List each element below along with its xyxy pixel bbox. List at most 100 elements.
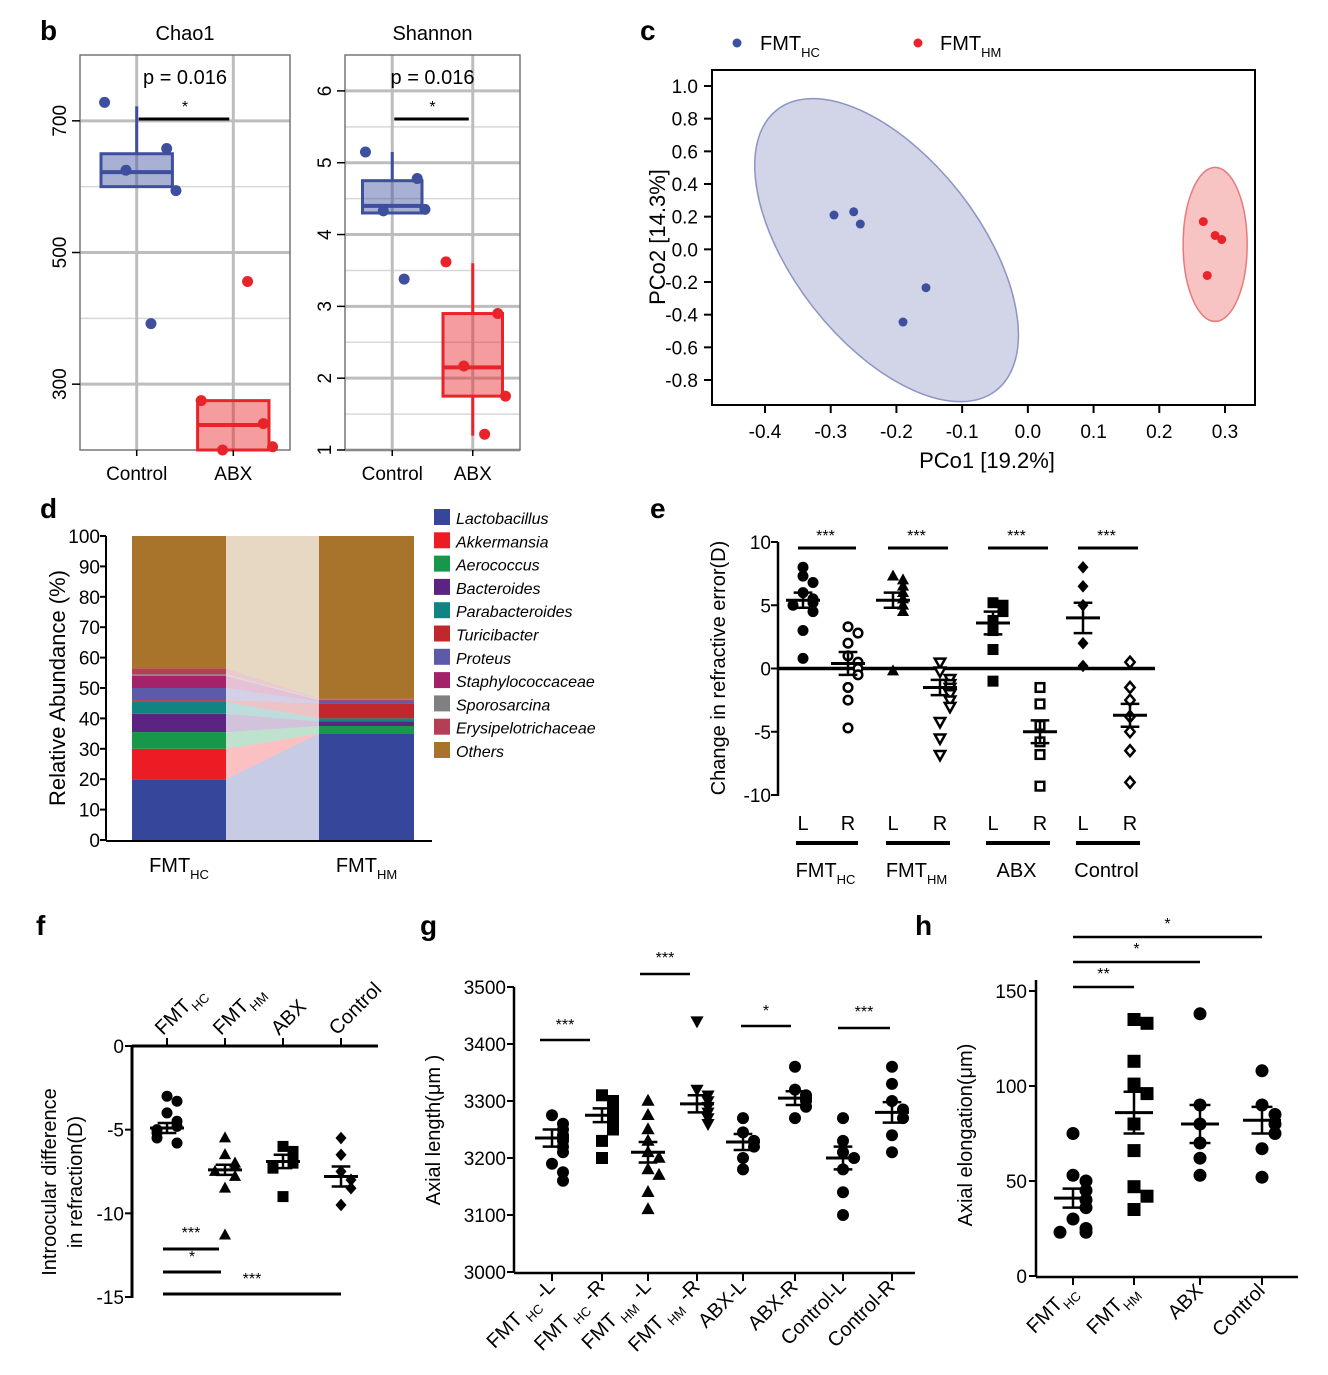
column-4 <box>680 1016 715 1131</box>
y-tick-label: -0.2 <box>665 273 698 294</box>
column-2 <box>208 1131 242 1240</box>
y-tick-label: 50 <box>79 679 100 700</box>
confidence-ellipse <box>1182 166 1248 323</box>
legend-swatch <box>434 532 450 549</box>
column-1 <box>786 561 820 664</box>
y-tick-label: 150 <box>995 982 1027 1003</box>
x-tick-label: ABX <box>454 464 492 485</box>
data-point <box>942 695 958 709</box>
data-point <box>170 185 182 197</box>
bar-segment <box>132 536 226 669</box>
stacked-bar-hm <box>319 536 414 840</box>
y-tick-label: 5 <box>760 596 771 617</box>
y-axis-label: Introocular difference <box>39 1088 61 1276</box>
y-tick-label: 3400 <box>464 1035 506 1056</box>
column-8 <box>1113 654 1147 790</box>
data-point <box>1079 1225 1093 1239</box>
y-tick-label: 10 <box>750 533 771 554</box>
data-point <box>440 256 452 268</box>
data-point <box>1077 560 1089 574</box>
x-axis-label: PCo1 [19.2%] <box>919 448 1055 473</box>
data-point <box>1123 774 1137 790</box>
data-point <box>842 681 854 694</box>
significance-label: *** <box>1007 528 1026 545</box>
data-point <box>1066 1168 1080 1182</box>
data-point <box>1255 1098 1269 1112</box>
data-point <box>987 644 999 656</box>
data-point <box>1123 654 1137 670</box>
data-point <box>151 1132 163 1144</box>
significance-label: * <box>182 99 188 116</box>
data-point <box>690 1016 704 1029</box>
panel-letter-g: g <box>420 910 437 941</box>
group-label: FMTHM <box>886 860 947 887</box>
column-1 <box>150 1090 184 1149</box>
legend-swatch <box>434 742 450 758</box>
data-point <box>987 675 999 687</box>
data-point <box>607 1123 619 1136</box>
data-point <box>997 606 1009 618</box>
data-point <box>99 96 111 108</box>
data-point <box>218 1228 232 1240</box>
data-point <box>335 1148 347 1162</box>
y-axis-label: in refraction(D) <box>65 1116 87 1248</box>
x-tick-label: R <box>841 813 855 835</box>
data-point <box>690 1084 704 1097</box>
x-tick-label: R <box>1123 813 1137 835</box>
data-point <box>641 1108 655 1121</box>
column-8 <box>875 1060 909 1159</box>
stacked-bar-hc <box>132 536 226 840</box>
flow-band <box>226 688 319 704</box>
column-2 <box>831 621 865 734</box>
column-2 <box>1115 1013 1154 1216</box>
y-tick-label: 5 <box>315 157 336 168</box>
column-4 <box>324 1131 358 1212</box>
chart-title: Chao1 <box>156 23 215 45</box>
legend-swatch <box>434 672 450 689</box>
x-tick-label: L <box>887 813 898 835</box>
significance-label: *** <box>907 528 926 545</box>
data-point <box>942 701 958 715</box>
column-3 <box>1181 1007 1219 1182</box>
y-tick-label: 70 <box>79 618 100 639</box>
legend-label: FMTHC <box>760 33 820 60</box>
data-point <box>652 1167 666 1180</box>
x-tick-label: ABX-L <box>694 1276 750 1332</box>
column-7 <box>1066 560 1100 673</box>
legend-label: FMTHM <box>940 33 1001 60</box>
x-tick-label: ABX <box>267 996 311 1040</box>
x-tick-label: FMTHC <box>149 855 209 882</box>
data-point <box>1079 1184 1093 1197</box>
y-tick-label: 40 <box>79 709 100 730</box>
flow-band <box>226 675 319 702</box>
y-tick-label: 3 <box>315 301 336 312</box>
data-point <box>458 360 470 372</box>
column-3 <box>266 1140 300 1203</box>
data-point <box>1127 1180 1141 1194</box>
y-tick-label: 90 <box>79 557 100 578</box>
data-point <box>896 604 910 616</box>
data-point <box>1210 230 1220 240</box>
bar-segment <box>132 675 226 688</box>
data-point <box>1268 1108 1282 1121</box>
y-tick-label: 2 <box>315 373 336 384</box>
plot-border <box>344 54 521 451</box>
data-point <box>886 1129 898 1142</box>
data-point <box>1034 780 1046 792</box>
data-point <box>1079 1174 1093 1188</box>
data-point <box>218 1148 232 1160</box>
data-point <box>896 586 910 597</box>
x-tick-label: FMTHM <box>209 981 271 1043</box>
x-tick-label: FMTHM <box>1083 1280 1145 1342</box>
data-point <box>852 627 864 639</box>
y-tick-label: 50 <box>1006 1172 1027 1193</box>
legend-label: Sporosarcina <box>456 697 550 714</box>
chart-e: -10 -5 0 5 10 L R L R L R L R *** FMTHC *** FMTHM *** ABX *… <box>708 528 1155 887</box>
data-point <box>997 599 1009 611</box>
y-tick-label: 3200 <box>464 1149 506 1170</box>
y-tick-label: 500 <box>50 237 71 269</box>
data-point <box>807 576 819 588</box>
x-tick-label: -0.3 <box>814 422 847 443</box>
